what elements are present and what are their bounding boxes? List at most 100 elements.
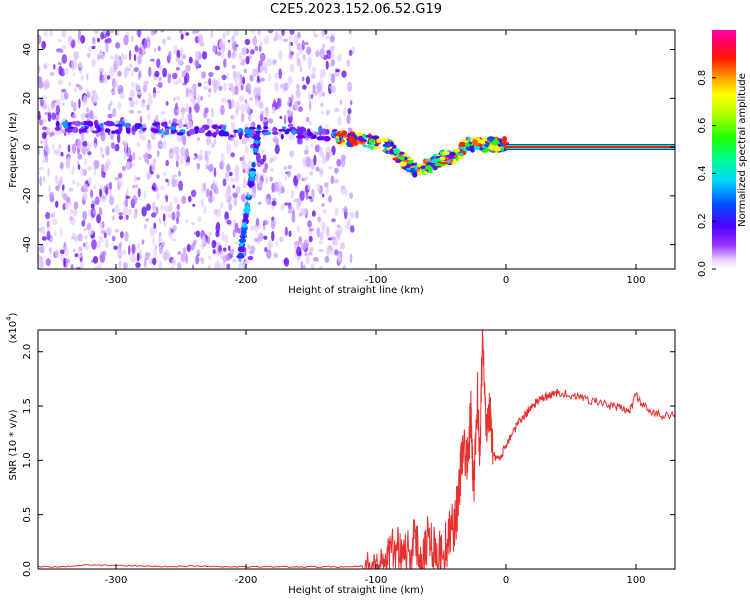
spectrogram-noise-blob [93, 159, 99, 170]
spectrogram-trace-blob [198, 127, 206, 133]
spectrogram-noise-blob [222, 178, 227, 187]
spectrogram-noise-blob [137, 187, 141, 198]
spectrogram-noise-blob [96, 37, 101, 43]
spectrogram-noise-blob [231, 98, 235, 109]
spectrogram-noise-blob [109, 181, 113, 191]
spectrogram-noise-blob [185, 72, 190, 84]
spectrogram-noise-blob [238, 76, 242, 87]
spectrogram-noise-blob [271, 200, 277, 206]
spectrogram-noise-blob [231, 64, 236, 70]
spectrogram-noise-blob [45, 145, 49, 152]
spectrogram-y-axis-label: Frequency (Hz) [8, 112, 19, 188]
spectrogram-noise-blob [224, 234, 228, 244]
spectrogram-noise-blob [156, 90, 161, 94]
colorbar-tick-label: 0.0 [697, 261, 708, 277]
spectrogram-noise-blob [318, 169, 323, 174]
spectrogram-noise-blob [123, 34, 129, 46]
spectrogram-noise-blob [125, 195, 131, 200]
spectrogram-noise-blob [230, 114, 235, 120]
spectrogram-noise-blob [191, 221, 195, 225]
spectrogram-noise-blob [143, 39, 147, 51]
spectrogram-noise-blob [241, 137, 248, 145]
spectrogram-noise-blob [188, 106, 192, 114]
spectrogram-noise-blob [87, 176, 92, 185]
spectrogram-noise-blob [221, 231, 225, 241]
spectrogram-noise-blob [221, 43, 226, 53]
spectrogram-noise-blob [302, 264, 306, 269]
spectrogram-noise-blob [162, 251, 168, 261]
spectrogram-noise-blob [92, 92, 98, 104]
spectrogram-trace-blob [74, 120, 81, 127]
spectrogram-trace-blob [55, 120, 60, 127]
spectrogram-noise-blob [244, 38, 251, 46]
spectrogram-noise-blob [257, 30, 261, 36]
spectrogram-noise-blob [146, 104, 150, 111]
snr-series-line [37, 329, 676, 570]
spectrogram-noise-blob [282, 38, 289, 43]
spectrogram-noise-blob [203, 182, 207, 192]
spectrogram-noise-blob [129, 63, 133, 68]
spectrogram-noise-blob [163, 221, 167, 227]
spectrogram-noise-blob [247, 114, 252, 122]
spectrogram-noise-blob [70, 216, 76, 226]
spectrogram-noise-blob [348, 30, 352, 35]
spectrogram-noise-blob [201, 71, 207, 79]
spectrogram-noise-blob [232, 41, 238, 52]
spectrogram-noise-blob [225, 253, 231, 262]
spectrogram-noise-blob [305, 76, 310, 85]
spectrogram-noise-blob [82, 210, 88, 221]
spectrogram-noise-blob [86, 112, 91, 117]
spectrogram-trace-blob [245, 194, 253, 201]
spectrogram-noise-blob [308, 227, 314, 232]
spectrogram-trace-blob [80, 128, 88, 133]
spectrogram-noise-blob [232, 258, 236, 263]
spectrogram-noise-blob [92, 209, 96, 215]
spectrogram-noise-blob [195, 249, 201, 255]
spectrogram-noise-blob [58, 38, 63, 43]
spectrogram-noise-blob [166, 36, 171, 41]
spectrogram-noise-blob [49, 72, 55, 76]
spectrogram-noise-blob [133, 54, 137, 62]
spectrogram-noise-blob [59, 162, 64, 170]
spectrogram-noise-blob [38, 80, 44, 89]
spectrogram-noise-blob [176, 203, 180, 210]
spectrogram-noise-blob [134, 184, 139, 189]
spectrogram-noise-blob [308, 252, 313, 256]
spectrogram-noise-blob [57, 147, 61, 157]
spectrogram-noise-blob [63, 257, 66, 268]
spectrogram-trace-blob [479, 139, 486, 145]
spectrogram-noise-blob [61, 184, 65, 191]
spectrogram-noise-blob [319, 232, 324, 241]
spectrogram-noise-blob [47, 111, 52, 123]
spectrogram-noise-blob [144, 152, 149, 164]
spectrogram-noise-blob [116, 133, 121, 144]
spectrogram-noise-blob [148, 66, 152, 77]
spectrogram-noise-blob [187, 111, 193, 123]
spectrogram-noise-blob [93, 184, 97, 190]
spectrogram-noise-blob [255, 217, 260, 227]
spectrogram-noise-blob [208, 163, 214, 173]
spectrogram-trace-blob [220, 127, 227, 131]
spectrogram-trace-blob [80, 121, 85, 125]
spectrogram-noise-blob [91, 58, 96, 68]
spectrogram-noise-blob [58, 65, 63, 76]
spectrogram-noise-blob [160, 110, 166, 115]
spectrogram-noise-blob [172, 97, 176, 102]
spectrogram-trace-blob [458, 152, 464, 157]
spectrogram-noise-blob [59, 176, 63, 186]
spectrogram-noise-blob [119, 231, 124, 239]
spectrogram-noise-blob [287, 123, 294, 128]
spectrogram-noise-blob [244, 163, 249, 174]
snr-scale-label: (x104) [5, 312, 19, 343]
spectrogram-trace-blob [67, 126, 74, 129]
spectrogram-noise-blob [73, 101, 77, 112]
spectrogram-noise-blob [296, 201, 300, 211]
spectrogram-noise-blob [43, 30, 48, 37]
spectrogram-noise-blob [70, 60, 75, 71]
spectrogram-noise-blob [335, 229, 341, 238]
spectrogram-noise-blob [39, 140, 44, 144]
spectrogram-noise-blob [83, 228, 87, 232]
spectrogram-trace-blob [459, 146, 463, 150]
spectrogram-noise-blob [98, 67, 105, 73]
spectrogram-noise-blob [313, 256, 319, 262]
